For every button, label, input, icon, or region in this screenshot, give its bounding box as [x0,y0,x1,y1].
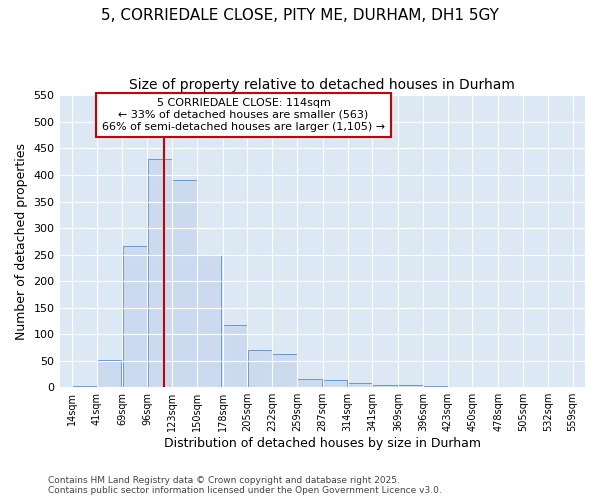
Bar [499,386,523,387]
Title: Size of property relative to detached houses in Durham: Size of property relative to detached ho… [130,78,515,92]
Bar [423,386,448,387]
X-axis label: Distribution of detached houses by size in Durham: Distribution of detached houses by size … [164,437,481,450]
Bar [523,386,548,387]
Bar [373,384,397,387]
Bar [548,386,572,387]
Bar [448,386,472,387]
Text: 5 CORRIEDALE CLOSE: 114sqm
← 33% of detached houses are smaller (563)
66% of sem: 5 CORRIEDALE CLOSE: 114sqm ← 33% of deta… [102,98,385,132]
Text: 5, CORRIEDALE CLOSE, PITY ME, DURHAM, DH1 5GY: 5, CORRIEDALE CLOSE, PITY ME, DURHAM, DH… [101,8,499,22]
Bar [172,180,197,387]
Bar [297,380,322,387]
Bar [473,386,497,387]
Bar [223,324,247,387]
Bar [398,384,422,387]
Bar [72,386,97,387]
Bar [348,384,372,387]
Bar [272,354,297,387]
Bar [248,350,272,387]
Bar [97,360,121,387]
Bar [122,246,147,387]
Bar [197,254,221,387]
Bar [148,159,172,387]
Bar [323,380,347,387]
Y-axis label: Number of detached properties: Number of detached properties [15,143,28,340]
Text: Contains HM Land Registry data © Crown copyright and database right 2025.
Contai: Contains HM Land Registry data © Crown c… [48,476,442,495]
